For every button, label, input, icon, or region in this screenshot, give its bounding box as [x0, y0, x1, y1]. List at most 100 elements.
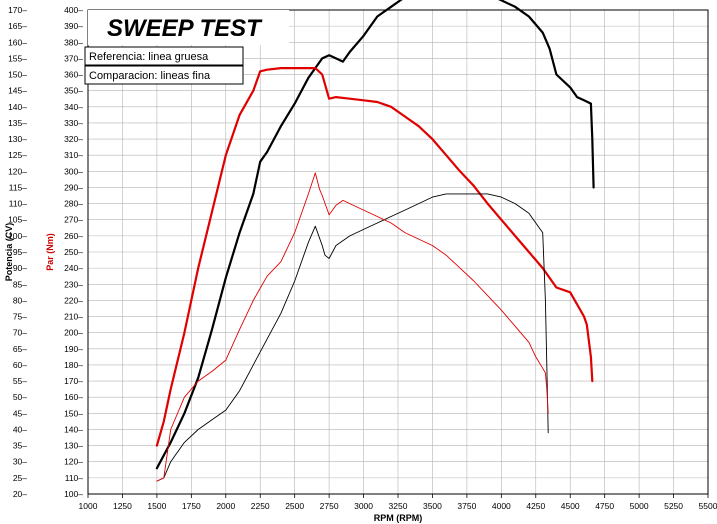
torque-tick-label: 330– [64, 118, 83, 128]
torque-tick-label: 170– [64, 376, 83, 386]
power-tick-label: 35– [13, 441, 27, 451]
power-tick-label: 135– [8, 118, 27, 128]
y-axis-title-torque: Par (Nm) [45, 233, 55, 271]
power-tick-label: 160– [8, 37, 27, 47]
rpm-tick-label: 4500 [561, 501, 580, 511]
power-tick-label: 145– [8, 86, 27, 96]
torque-tick-label: 390– [64, 21, 83, 31]
power-tick-label: 110– [9, 199, 28, 209]
series-group [155, 0, 595, 482]
torque-tick-label: 130– [64, 441, 83, 451]
power-tick-label: 20– [13, 489, 27, 499]
series-line-2 [155, 66, 594, 447]
torque-tick-label: 230– [64, 279, 83, 289]
power-tick-label: 25– [13, 473, 27, 483]
power-tick-label: 50– [13, 392, 27, 402]
torque-tick-label: 120– [64, 457, 83, 467]
power-tick-label: 40– [13, 424, 27, 434]
note-comparison: Comparacion: lineas fina [89, 70, 211, 82]
rpm-tick-label: 3250 [389, 501, 408, 511]
torque-tick-label: 250– [64, 247, 83, 257]
rpm-tick-label: 3500 [423, 501, 442, 511]
rpm-tick-label: 3000 [354, 501, 373, 511]
torque-tick-label: 150– [64, 408, 83, 418]
power-tick-label: 120– [8, 166, 27, 176]
power-tick-label: 155– [8, 53, 27, 63]
rpm-tick-label: 5250 [664, 501, 683, 511]
power-tick-label: 100– [8, 231, 27, 241]
rpm-tick-label: 4250 [526, 501, 545, 511]
grid-lines [87, 9, 709, 495]
torque-tick-label: 100– [64, 489, 83, 499]
torque-tick-label: 110– [65, 473, 84, 483]
torque-tick-label: 360– [64, 70, 83, 80]
series-line-4 [156, 172, 549, 482]
power-tick-label: 115– [9, 182, 28, 192]
torque-tick-label: 190– [64, 344, 83, 354]
x-axis-title: RPM (RPM) [374, 513, 423, 523]
torque-tick-label: 240– [64, 263, 83, 273]
torque-tick-label: 160– [64, 392, 83, 402]
rpm-tick-label: 1250 [113, 501, 132, 511]
power-tick-label: 90– [13, 263, 27, 273]
torque-axis-ticks: 100– 110– 120– 130– 140– 150– 160– 170– 180– 190–… [64, 5, 83, 499]
torque-tick-label: 380– [64, 37, 83, 47]
rpm-tick-label: 2500 [285, 501, 304, 511]
series-line-3 [156, 193, 549, 482]
power-axis-ticks: 20– 25– 30– 35– 40– 45– 50– 55– 60– 65– 70– 75– 80– 8… [8, 5, 27, 499]
power-tick-label: 150– [8, 70, 27, 80]
rpm-tick-label: 2750 [320, 501, 339, 511]
torque-tick-label: 320– [64, 134, 83, 144]
power-tick-label: 85– [13, 279, 27, 289]
series-line-1 [155, 0, 595, 470]
power-tick-label: 60– [13, 360, 27, 370]
torque-tick-label: 180– [64, 360, 83, 370]
power-tick-label: 55– [13, 376, 27, 386]
rpm-axis-ticks: 1000 1250 1500 1750 2000 2250 2500 2750 3000 3250… [79, 494, 717, 511]
rpm-tick-label: 5500 [699, 501, 717, 511]
torque-tick-label: 300– [64, 166, 83, 176]
torque-tick-label: 140– [64, 424, 83, 434]
power-tick-label: 140– [8, 102, 27, 112]
torque-tick-label: 280– [64, 199, 83, 209]
power-tick-label: 125– [8, 150, 27, 160]
power-tick-label: 105– [8, 215, 27, 225]
torque-tick-label: 310– [64, 150, 83, 160]
power-tick-label: 130– [8, 134, 27, 144]
power-tick-label: 75– [13, 312, 27, 322]
chart-title: SWEEP TEST [107, 15, 263, 42]
rpm-tick-label: 2250 [251, 501, 270, 511]
torque-tick-label: 350– [64, 86, 83, 96]
plot-frame [87, 9, 709, 495]
torque-tick-label: 220– [64, 295, 83, 305]
torque-tick-label: 400– [64, 5, 83, 15]
note-box-comparison [84, 65, 244, 85]
torque-tick-label: 200– [64, 328, 83, 338]
torque-tick-label: 370– [64, 53, 83, 63]
rpm-tick-label: 1000 [79, 501, 98, 511]
power-tick-label: 65– [13, 344, 27, 354]
torque-tick-label: 260– [64, 231, 83, 241]
power-tick-label: 80– [13, 295, 27, 305]
torque-tick-label: 290– [64, 182, 83, 192]
torque-tick-label: 210– [64, 312, 83, 322]
rpm-tick-label: 5000 [630, 501, 649, 511]
power-tick-label: 95– [13, 247, 27, 257]
note-reference: Referencia: linea gruesa [89, 51, 209, 63]
torque-tick-label: 270– [64, 215, 83, 225]
power-tick-label: 170– [8, 5, 27, 15]
power-tick-label: 165– [8, 21, 27, 31]
power-tick-label: 45– [13, 408, 27, 418]
note-box-reference [84, 46, 244, 66]
rpm-tick-label: 3750 [457, 501, 476, 511]
rpm-tick-label: 1500 [147, 501, 166, 511]
y-axis-title-power: Potencia (CV) [4, 223, 14, 282]
power-tick-label: 30– [13, 457, 27, 467]
rpm-tick-label: 1750 [182, 501, 201, 511]
power-tick-label: 70– [13, 328, 27, 338]
rpm-tick-label: 2000 [216, 501, 235, 511]
torque-tick-label: 340– [64, 102, 83, 112]
rpm-tick-label: 4750 [595, 501, 614, 511]
title-box [88, 10, 289, 45]
